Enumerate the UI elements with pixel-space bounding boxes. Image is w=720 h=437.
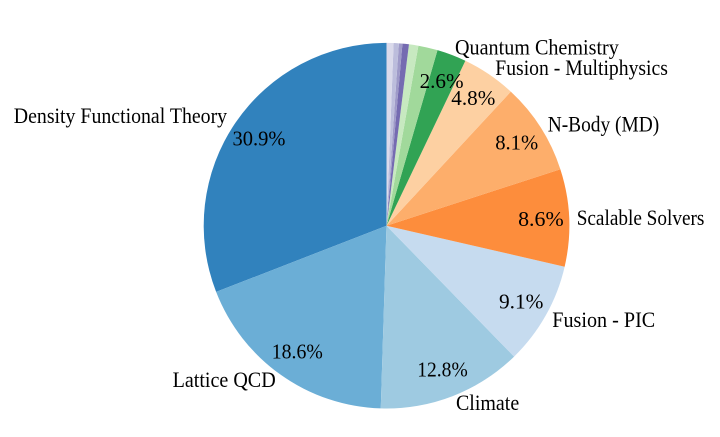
svg-text:Scalable Solvers: Scalable Solvers <box>577 205 705 230</box>
svg-text:4.8%: 4.8% <box>451 86 495 110</box>
svg-text:Climate: Climate <box>456 390 519 415</box>
svg-text:8.6%: 8.6% <box>518 207 564 231</box>
svg-text:18.6%: 18.6% <box>272 340 323 364</box>
svg-text:Fusion - Multiphysics: Fusion - Multiphysics <box>495 55 668 80</box>
svg-text:9.1%: 9.1% <box>499 289 544 313</box>
svg-text:Density Functional Theory: Density Functional Theory <box>14 103 228 128</box>
svg-text:30.9%: 30.9% <box>233 126 286 150</box>
svg-text:Lattice QCD: Lattice QCD <box>173 367 276 392</box>
svg-text:Quantum Chemistry: Quantum Chemistry <box>455 34 619 59</box>
svg-text:12.8%: 12.8% <box>417 358 468 382</box>
svg-text:Fusion - PIC: Fusion - PIC <box>552 307 655 332</box>
svg-text:N-Body (MD): N-Body (MD) <box>548 112 660 137</box>
svg-text:2.6%: 2.6% <box>420 69 464 93</box>
svg-text:8.1%: 8.1% <box>495 130 538 154</box>
